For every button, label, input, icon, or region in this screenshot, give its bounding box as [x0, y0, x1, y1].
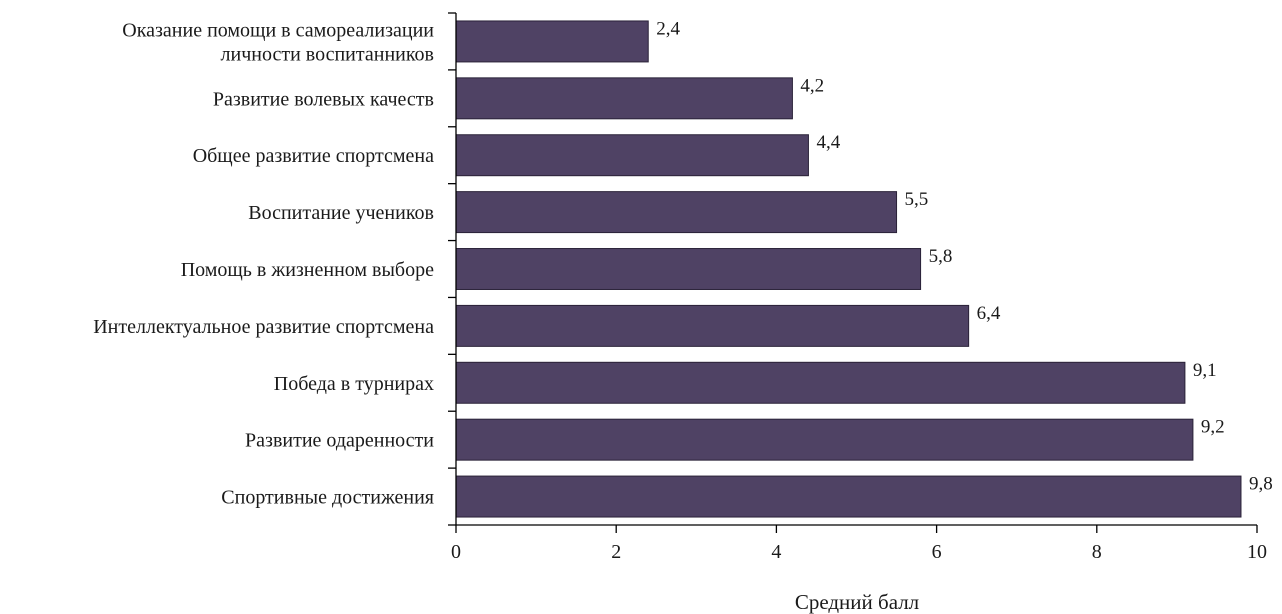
x-tick-label: 10	[1247, 541, 1267, 563]
bar	[455, 418, 1194, 461]
value-label: 6,4	[977, 303, 1001, 324]
axes-layer	[448, 12, 1258, 533]
x-tick-label: 2	[611, 541, 621, 563]
x-tick-label: 0	[451, 541, 461, 563]
bar	[455, 77, 793, 120]
bar	[455, 361, 1186, 404]
value-label: 4,2	[800, 75, 824, 96]
bar	[455, 20, 649, 63]
category-label: Спортивные достижения	[221, 487, 434, 509]
x-tick-label: 6	[932, 541, 942, 563]
category-label: Развитие волевых качеств	[213, 88, 434, 110]
bar	[455, 134, 809, 177]
value-label: 5,8	[929, 246, 953, 267]
x-axis-title: Средний балл	[795, 590, 919, 614]
bar	[455, 191, 898, 234]
bar	[455, 304, 970, 347]
value-label: 9,2	[1201, 417, 1225, 438]
x-tick-label: 4	[771, 541, 781, 563]
category-label: Развитие одаренности	[245, 430, 434, 452]
category-label: Воспитание учеников	[248, 202, 434, 224]
category-label: Общее развитие спортсмена	[193, 145, 434, 167]
value-label: 9,1	[1193, 360, 1217, 381]
category-label: Оказание помощи в самореализации личности…	[122, 19, 434, 65]
x-tick-label: 8	[1092, 541, 1102, 563]
category-label: Интеллектуальное развитие спортсмена	[93, 316, 434, 338]
value-label: 4,4	[816, 132, 840, 153]
bar	[455, 475, 1242, 518]
value-label: 9,8	[1249, 474, 1273, 495]
bars-layer	[455, 20, 1242, 518]
labels-layer: 2,4 Оказание помощи в самореализации лично…	[93, 18, 1273, 563]
value-label: 2,4	[656, 18, 680, 39]
category-label: Победа в турнирах	[274, 373, 434, 395]
category-label: Помощь в жизненном выборе	[181, 259, 434, 281]
value-label: 5,5	[905, 189, 929, 210]
bar	[455, 248, 922, 290]
